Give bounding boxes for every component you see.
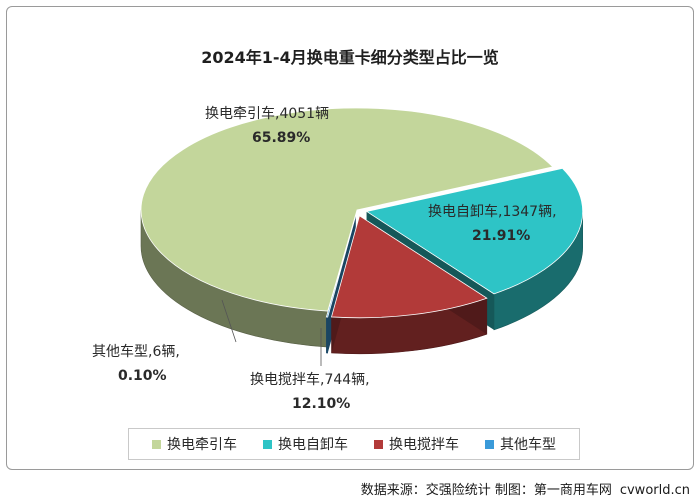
data-label-tractor: 换电牵引车,4051辆 bbox=[205, 105, 329, 122]
chart-title: 2024年1-4月换电重卡细分类型占比一览 bbox=[201, 48, 499, 67]
legend-item-mixer[interactable]: 换电搅拌车 bbox=[374, 434, 459, 454]
data-label-other: 其他车型,6辆, bbox=[92, 343, 180, 360]
footer-brand: cvworld.cn bbox=[619, 483, 690, 498]
slice-tractor[interactable] bbox=[140, 107, 554, 312]
legend-swatch-tractor bbox=[152, 439, 161, 449]
footer: 数据来源：交强险统计 制图：第一商用车网 cvworld.cn bbox=[361, 479, 690, 498]
legend-label-mixer: 换电搅拌车 bbox=[389, 437, 459, 453]
data-label-pct-other: 0.10% bbox=[118, 368, 167, 384]
legend-item-dump[interactable]: 换电自卸车 bbox=[263, 434, 348, 454]
slice-mixer[interactable] bbox=[330, 215, 488, 319]
slice-other[interactable] bbox=[325, 215, 357, 318]
legend-label-other: 其他车型 bbox=[500, 437, 556, 453]
data-label-mixer: 换电搅拌车,744辆, bbox=[250, 371, 370, 388]
data-label-pct-tractor: 65.89% bbox=[252, 130, 310, 146]
slice-dump[interactable] bbox=[365, 167, 584, 295]
legend: 换电牵引车 换电自卸车 换电搅拌车 其他车型 bbox=[128, 428, 580, 460]
legend-item-tractor[interactable]: 换电牵引车 bbox=[152, 434, 237, 454]
legend-label-tractor: 换电牵引车 bbox=[167, 437, 237, 453]
legend-swatch-dump bbox=[263, 439, 272, 449]
legend-label-dump: 换电自卸车 bbox=[278, 437, 348, 453]
data-label-pct-mixer: 12.10% bbox=[292, 396, 350, 412]
leader-line-other bbox=[221, 299, 237, 343]
data-label-dump: 换电自卸车,1347辆, bbox=[428, 203, 557, 220]
footer-source: 数据来源：交强险统计 制图：第一商用车网 bbox=[360, 483, 612, 498]
legend-item-other[interactable]: 其他车型 bbox=[485, 434, 556, 454]
data-label-pct-dump: 21.91% bbox=[472, 228, 530, 244]
legend-swatch-other bbox=[485, 439, 494, 449]
legend-swatch-mixer bbox=[374, 439, 383, 449]
